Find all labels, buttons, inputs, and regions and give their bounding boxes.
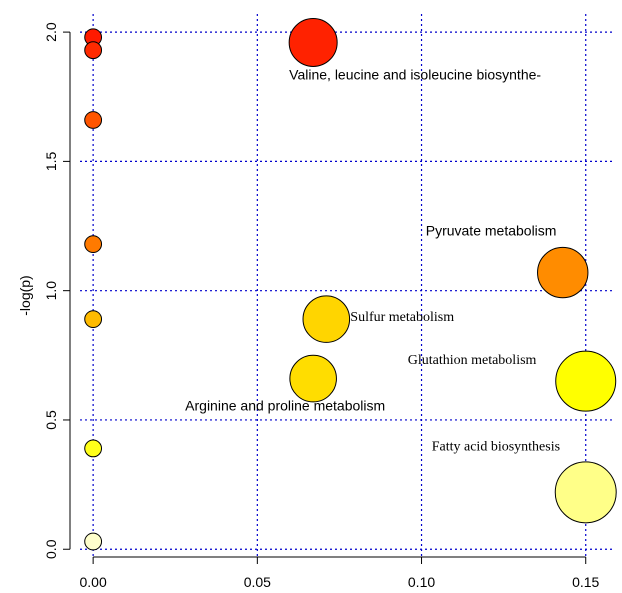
data-point-2 xyxy=(84,111,103,129)
x-tick-label-0: 0.00 xyxy=(80,574,107,590)
data-point-12 xyxy=(554,461,617,524)
grid-lines xyxy=(80,14,612,557)
point-label-11: Glutathion metabolism xyxy=(408,353,537,368)
y-axis-label: -log(p) xyxy=(17,275,33,315)
y-tick-label-4: 2.0 xyxy=(43,22,59,42)
axes: 0.0 0.5 1.0 1.5 2.0 0.00 0.05 0.10 0.15 xyxy=(43,22,600,590)
x-tick-label-2: 0.10 xyxy=(408,574,435,590)
data-point-6 xyxy=(84,532,103,551)
data-points xyxy=(84,17,617,551)
point-labels: Valine, leucine and isoleucine biosynthe… xyxy=(185,66,560,454)
data-point-7 xyxy=(288,17,338,67)
data-point-11 xyxy=(555,350,617,412)
y-tick-label-3: 1.5 xyxy=(43,151,59,171)
data-point-1 xyxy=(84,41,103,60)
data-point-8 xyxy=(537,246,589,299)
data-point-9 xyxy=(302,295,351,343)
y-tick-label-0: 0.0 xyxy=(43,539,59,559)
data-point-4 xyxy=(84,310,103,329)
y-tick-label-1: 0.5 xyxy=(43,410,59,430)
point-label-7: Valine, leucine and isoleucine biosynthe… xyxy=(289,66,541,82)
point-label-9: Sulfur metabolism xyxy=(350,310,454,325)
point-label-12: Fatty acid biosynthesis xyxy=(432,439,560,454)
point-label-8: Pyruvate metabolism xyxy=(426,223,557,239)
data-point-10 xyxy=(289,354,337,403)
point-label-10: Arginine and proline metabolism xyxy=(185,398,385,414)
x-tick-label-1: 0.05 xyxy=(244,574,271,590)
data-point-3 xyxy=(84,235,103,254)
x-tick-label-3: 0.15 xyxy=(572,574,599,590)
data-point-5 xyxy=(84,439,103,458)
y-tick-label-2: 1.0 xyxy=(43,281,59,301)
